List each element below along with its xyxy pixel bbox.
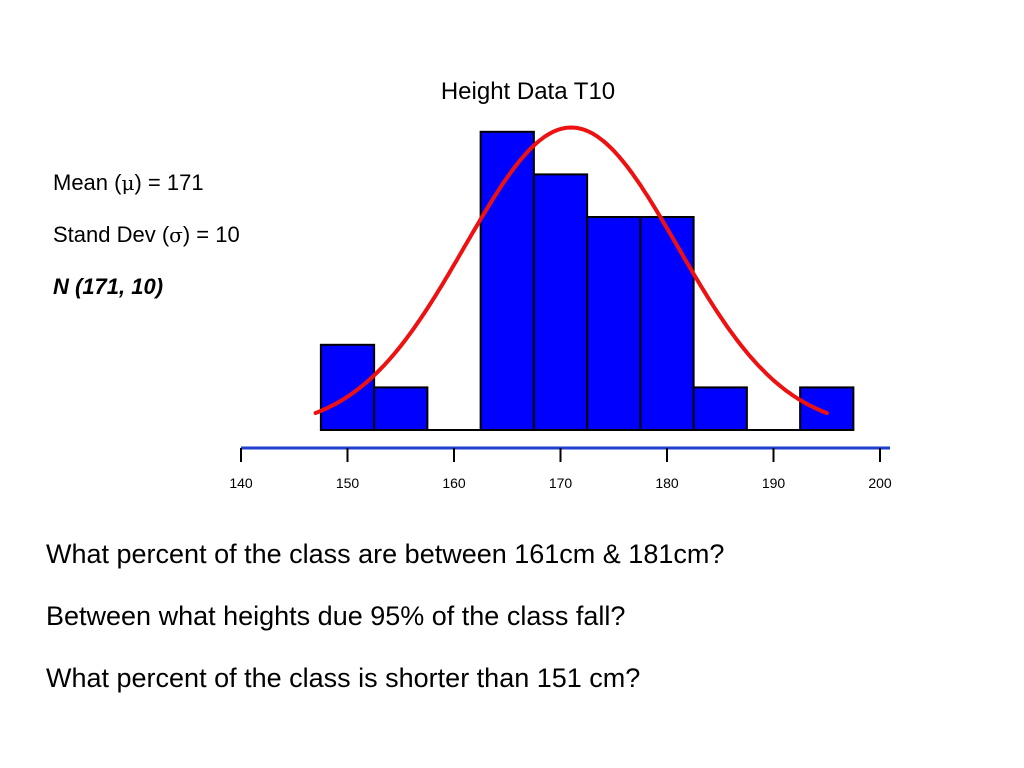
distribution-notation: N (171, 10) bbox=[53, 274, 164, 299]
question-3: What percent of the class is shorter tha… bbox=[46, 663, 641, 693]
x-tick-label: 160 bbox=[442, 475, 466, 491]
histogram-bar bbox=[479, 130, 535, 432]
chart-title: Height Data T10 bbox=[441, 78, 615, 105]
x-tick-label: 140 bbox=[229, 475, 253, 491]
histogram-bar bbox=[639, 216, 695, 431]
stats-block: Mean (μ) = 171 Stand Dev (σ) = 10 N (171… bbox=[53, 170, 240, 326]
sd-label: Stand Dev ( bbox=[53, 222, 170, 247]
histogram-bar bbox=[532, 173, 589, 431]
sd-value: ) = 10 bbox=[182, 222, 240, 247]
histogram-bar bbox=[586, 216, 642, 431]
x-tick-label: 180 bbox=[655, 475, 679, 491]
sd-line: Stand Dev (σ) = 10 bbox=[53, 222, 240, 274]
normal-curve bbox=[313, 125, 829, 415]
x-tick-label: 200 bbox=[868, 475, 892, 491]
x-tick-label: 150 bbox=[336, 475, 360, 491]
sigma-symbol: σ bbox=[169, 223, 183, 247]
question-1: What percent of the class are between 16… bbox=[46, 539, 725, 569]
histogram-bar bbox=[319, 343, 376, 431]
question-2: Between what heights due 95% of the clas… bbox=[46, 601, 626, 631]
mean-label: Mean ( bbox=[53, 170, 122, 195]
histogram-chart: Height Data T10 140 150 160 170 180 190 200 bbox=[229, 78, 892, 491]
mean-value: ) = 171 bbox=[134, 170, 204, 195]
mean-line: Mean (μ) = 171 bbox=[53, 170, 240, 222]
mu-symbol: μ bbox=[121, 171, 135, 195]
histogram-bar bbox=[692, 386, 748, 431]
histogram-bar bbox=[799, 386, 855, 431]
x-tick-label: 190 bbox=[762, 475, 786, 491]
histogram-bar bbox=[373, 386, 429, 431]
questions-list: What percent of the class are between 16… bbox=[46, 538, 724, 724]
x-tick-label: 170 bbox=[549, 475, 573, 491]
